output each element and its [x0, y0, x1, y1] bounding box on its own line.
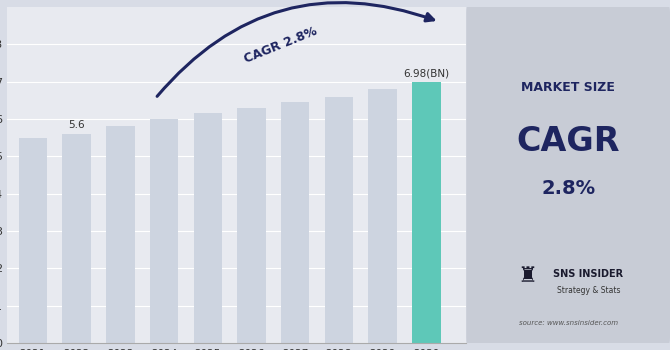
Text: SNS INSIDER: SNS INSIDER: [553, 269, 624, 279]
Text: Strategy & Stats: Strategy & Stats: [557, 286, 620, 295]
Bar: [62, 134, 91, 343]
Text: 2.8%: 2.8%: [541, 179, 595, 198]
Bar: [194, 113, 222, 343]
Bar: [412, 82, 440, 343]
Text: source: www.snsinsider.com: source: www.snsinsider.com: [519, 320, 618, 326]
Text: 6.98(BN): 6.98(BN): [403, 69, 450, 79]
Text: MARKET SIZE: MARKET SIZE: [521, 81, 615, 94]
Text: CAGR 2.8%: CAGR 2.8%: [243, 25, 320, 66]
Bar: [281, 102, 310, 343]
Bar: [106, 126, 135, 343]
Text: ♜: ♜: [517, 266, 537, 286]
Bar: [150, 119, 178, 343]
Bar: [237, 108, 266, 343]
Text: 5.6: 5.6: [68, 120, 85, 130]
Bar: [19, 138, 47, 343]
FancyBboxPatch shape: [466, 0, 670, 350]
Bar: [369, 89, 397, 343]
Text: CAGR: CAGR: [517, 125, 620, 158]
Bar: [325, 97, 353, 343]
